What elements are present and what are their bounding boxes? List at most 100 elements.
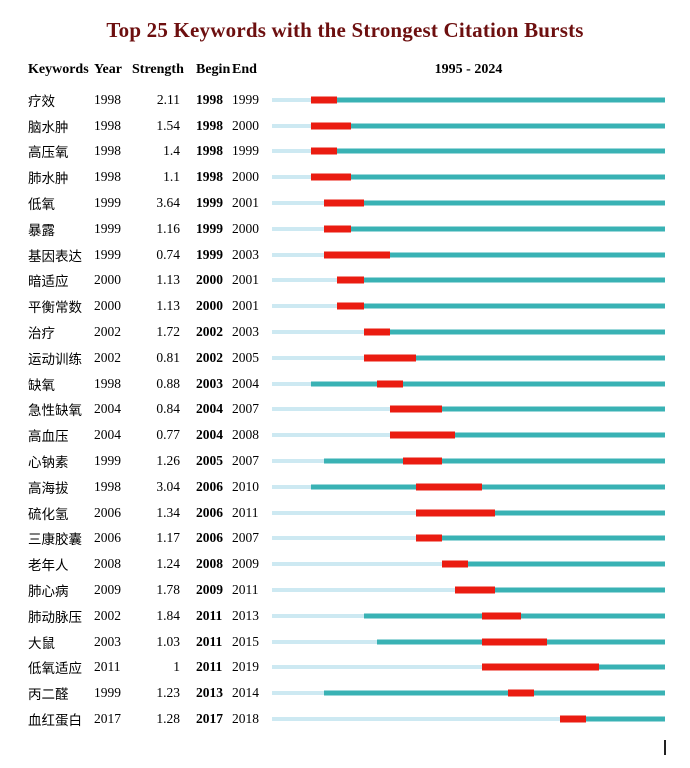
burst-segment: [363, 354, 417, 362]
end-cell: 2004: [232, 375, 259, 391]
pre-burst-segment: [272, 226, 325, 231]
year-cell: 2017: [94, 711, 121, 727]
active-segment: [560, 716, 665, 722]
burst-row: 老年人 2008 1.24 2008 2009: [0, 551, 690, 577]
timeline-bar: [272, 164, 665, 190]
active-segment: [311, 174, 665, 180]
active-segment: [324, 226, 665, 232]
begin-cell: 1998: [196, 117, 223, 133]
strength-cell: 1.34: [156, 504, 180, 520]
strength-cell: 1.23: [156, 685, 180, 701]
burst-segment: [416, 534, 443, 542]
begin-cell: 2003: [196, 375, 223, 391]
end-cell: 2005: [232, 349, 259, 365]
timeline-bar: [272, 319, 665, 345]
pre-burst-segment: [272, 613, 364, 618]
burst-segment: [311, 122, 351, 130]
end-cell: 1999: [232, 143, 259, 159]
burst-row: 基因表达 1999 0.74 1999 2003: [0, 242, 690, 268]
col-header-begin: Begin: [196, 62, 231, 77]
col-header-year: Year: [94, 62, 122, 77]
timeline-bar: [272, 603, 665, 629]
strength-cell: 3.04: [156, 478, 180, 494]
timeline-bar: [272, 397, 665, 423]
strength-cell: 0.77: [156, 427, 180, 443]
burst-row: 血红蛋白 2017 1.28 2017 2018: [0, 706, 690, 732]
keyword-cell: 暴露: [28, 222, 55, 238]
burst-row: 心钠素 1999 1.26 2005 2007: [0, 448, 690, 474]
keyword-cell: 肺心病: [28, 584, 69, 600]
burst-segment: [455, 586, 495, 594]
year-cell: 2002: [94, 607, 121, 623]
col-header-keywords: Keywords: [28, 62, 89, 77]
strength-cell: 1.4: [163, 143, 180, 159]
pre-burst-segment: [272, 123, 312, 128]
active-segment: [311, 484, 665, 490]
timeline-bar: [272, 474, 665, 500]
year-cell: 2006: [94, 504, 121, 520]
timeline-bar: [272, 371, 665, 397]
begin-cell: 1999: [196, 246, 223, 262]
burst-row: 硫化氢 2006 1.34 2006 2011: [0, 500, 690, 526]
year-cell: 2004: [94, 427, 121, 443]
burst-rows-container: 疗效 1998 2.11 1998 1999 脑水肿 1998 1.54 199…: [0, 87, 690, 732]
pre-burst-segment: [272, 484, 312, 489]
keyword-cell: 运动训练: [28, 351, 82, 367]
strength-cell: 1: [173, 659, 180, 675]
keyword-cell: 高压氧: [28, 145, 69, 161]
burst-segment: [481, 612, 521, 620]
timeline-bar: [272, 448, 665, 474]
burst-segment: [311, 96, 338, 104]
active-segment: [363, 355, 665, 361]
strength-cell: 1.16: [156, 220, 180, 236]
active-segment: [311, 97, 665, 103]
year-cell: 1999: [94, 246, 121, 262]
keyword-cell: 低氧适应: [28, 661, 82, 677]
strength-cell: 1.78: [156, 582, 180, 598]
end-cell: 2011: [232, 504, 259, 520]
burst-row: 高海拔 1998 3.04 2006 2010: [0, 474, 690, 500]
timeline-bar: [272, 139, 665, 165]
strength-cell: 1.17: [156, 530, 180, 546]
year-cell: 1998: [94, 117, 121, 133]
burst-row: 三康胶囊 2006 1.17 2006 2007: [0, 526, 690, 552]
pre-burst-segment: [272, 97, 312, 102]
burst-row: 平衡常数 2000 1.13 2000 2001: [0, 293, 690, 319]
timeline-bar: [272, 680, 665, 706]
active-segment: [324, 200, 665, 206]
burst-segment: [337, 302, 364, 310]
end-cell: 2000: [232, 169, 259, 185]
keyword-cell: 肺动脉压: [28, 609, 82, 625]
keyword-cell: 大鼠: [28, 635, 55, 651]
burst-row: 丙二醛 1999 1.23 2013 2014: [0, 680, 690, 706]
active-segment: [442, 561, 665, 567]
year-cell: 1998: [94, 478, 121, 494]
end-cell: 2009: [232, 556, 259, 572]
col-header-end: End: [232, 62, 257, 77]
begin-cell: 2002: [196, 349, 223, 365]
year-cell: 2008: [94, 556, 121, 572]
strength-cell: 1.13: [156, 272, 180, 288]
burst-row: 暗适应 2000 1.13 2000 2001: [0, 268, 690, 294]
burst-row: 治疗 2002 1.72 2002 2003: [0, 319, 690, 345]
year-cell: 2002: [94, 349, 121, 365]
timeline-bar: [272, 216, 665, 242]
burst-segment: [389, 405, 443, 413]
strength-cell: 0.81: [156, 349, 180, 365]
year-cell: 1999: [94, 220, 121, 236]
burst-row: 疗效 1998 2.11 1998 1999: [0, 87, 690, 113]
timeline-bar: [272, 293, 665, 319]
pre-burst-segment: [272, 304, 338, 309]
keyword-cell: 暗适应: [28, 274, 69, 290]
burst-segment: [481, 638, 548, 646]
burst-segment: [507, 689, 534, 697]
pre-burst-segment: [272, 691, 325, 696]
burst-segment: [311, 173, 351, 181]
active-segment: [416, 535, 665, 541]
year-cell: 2011: [94, 659, 121, 675]
begin-cell: 2006: [196, 530, 223, 546]
end-cell: 2018: [232, 711, 259, 727]
burst-segment: [337, 276, 364, 284]
strength-cell: 1.1: [163, 169, 180, 185]
